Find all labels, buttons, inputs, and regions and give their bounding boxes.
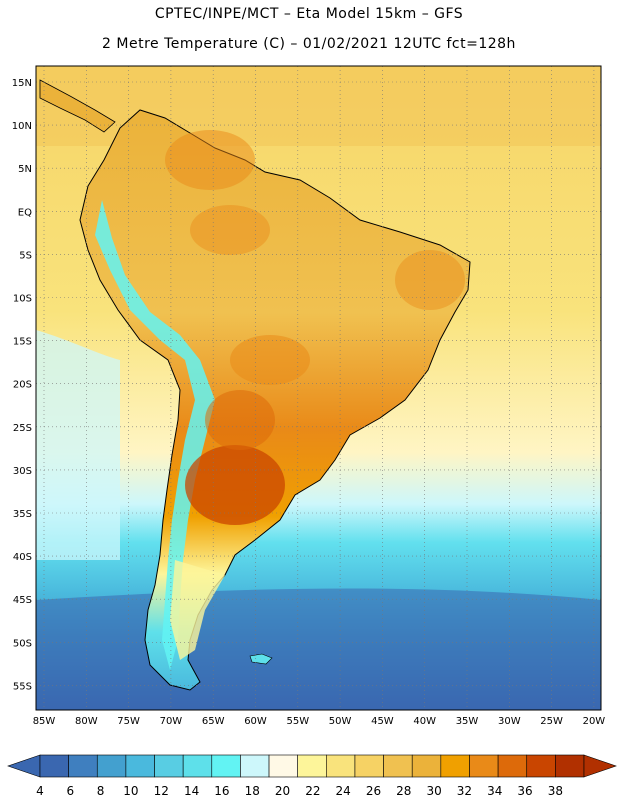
colorbar-label: 6 — [66, 784, 74, 798]
lat-label: 45S — [13, 595, 32, 606]
venezuela-hot-zone — [165, 130, 255, 190]
central-america — [39, 79, 116, 133]
colorbar-swatch — [297, 754, 327, 778]
colorbar-label: 4 — [36, 784, 44, 798]
colorbar-label: 34 — [487, 784, 502, 798]
pantanal-hot-zone — [230, 335, 310, 385]
colorbar-label: 16 — [214, 784, 229, 798]
patagonia-mild — [170, 560, 225, 660]
colorbar-swatch — [268, 754, 298, 778]
lat-label: 25S — [13, 423, 32, 434]
colorbar: 4 6 8 10 12 14 16 18 20 22 24 26 28 30 32 34 36 38 — [7, 754, 617, 798]
lon-label: 85W — [33, 716, 56, 727]
graticule — [36, 66, 601, 710]
lat-label: 40S — [13, 552, 32, 563]
colorbar-swatch — [555, 754, 585, 778]
map-frame — [35, 65, 602, 711]
lat-label: 15S — [13, 337, 32, 348]
latitude-labels: 15N 10N 5N EQ 5S 10S 15S 20S 25S 30S 35S 40S 45S 50S 5… — [12, 78, 32, 692]
lat-label: 30S — [13, 466, 32, 477]
colorbar-swatch — [211, 754, 241, 778]
colorbar-label: 24 — [336, 784, 351, 798]
colorbar-right-arrow — [583, 754, 617, 778]
colorbar-swatch — [469, 754, 499, 778]
lat-label: 10N — [12, 121, 32, 132]
amazon-hot-zone — [190, 205, 270, 255]
lat-label: 5S — [19, 250, 32, 261]
colorbar-swatch — [125, 754, 155, 778]
map-area — [36, 66, 601, 710]
colorbar-swatch — [497, 754, 528, 778]
lon-label: 40W — [413, 716, 436, 727]
map-title-line1: CPTEC/INPE/MCT – Eta Model 15km – GFS — [154, 6, 464, 22]
colorbar-label: 30 — [426, 784, 441, 798]
colorbar-label: 22 — [305, 784, 320, 798]
southern-ocean-cold — [36, 588, 601, 710]
argentina-hot-zone — [185, 445, 285, 525]
colorbar-label: 12 — [154, 784, 169, 798]
colorbar-swatch — [526, 754, 556, 778]
colorbar-swatch — [154, 754, 184, 778]
lon-label: 70W — [160, 716, 183, 727]
map-title-line2: 2 Metre Temperature (C) – 01/02/2021 12U… — [102, 36, 516, 52]
colorbar-label: 8 — [97, 784, 105, 798]
colorbar-swatch — [411, 754, 442, 778]
colorbar-swatch — [326, 754, 356, 778]
lat-label: 50S — [13, 638, 32, 649]
colorbar-label: 38 — [548, 784, 563, 798]
lon-label: 80W — [75, 716, 98, 727]
lon-label: 30W — [498, 716, 521, 727]
lon-label: 60W — [244, 716, 267, 727]
falkland-islands — [249, 653, 273, 665]
lon-label: 75W — [117, 716, 140, 727]
colorbar-label: 20 — [275, 784, 290, 798]
lon-label: 45W — [371, 716, 394, 727]
pacific-cool-band — [36, 330, 120, 560]
lon-label: 20W — [583, 716, 606, 727]
colorbar-label: 10 — [123, 784, 138, 798]
lat-label: 35S — [13, 509, 32, 520]
colorbar-swatch — [182, 754, 213, 778]
colorbar-swatch — [240, 754, 270, 778]
lon-label: 50W — [329, 716, 352, 727]
colorbar-swatch — [68, 754, 98, 778]
colorbar-label: 28 — [396, 784, 411, 798]
colorbar-label: 18 — [245, 784, 260, 798]
lat-label: 20S — [13, 380, 32, 391]
lon-label: 25W — [540, 716, 563, 727]
colorbar-swatch — [354, 754, 384, 778]
lon-label: 65W — [202, 716, 225, 727]
andes-cold-ridge — [95, 200, 215, 670]
lat-label: 5N — [18, 164, 32, 175]
lon-label: 55W — [286, 716, 309, 727]
colorbar-label: 36 — [517, 784, 532, 798]
colorbar-left-arrow — [7, 754, 41, 778]
lon-label: 35W — [456, 716, 479, 727]
lat-label: 10S — [13, 294, 32, 305]
colorbar-label: 14 — [184, 784, 199, 798]
colorbar-swatch — [96, 754, 127, 778]
chaco-hot-zone — [205, 390, 275, 450]
colorbar-label: 32 — [457, 784, 472, 798]
northeast-brazil-hot-zone — [395, 250, 465, 310]
lat-label: 15N — [12, 78, 32, 89]
colorbar-label: 26 — [366, 784, 381, 798]
lat-label: 55S — [13, 681, 32, 692]
colorbar-swatch — [440, 754, 470, 778]
colorbar-swatch — [39, 754, 69, 778]
longitude-labels: 85W 80W 75W 70W 65W 60W 55W 50W 45W 40W 35W 30W 25W 2… — [33, 716, 606, 727]
lat-label: EQ — [18, 207, 32, 218]
colorbar-swatch — [383, 754, 413, 778]
